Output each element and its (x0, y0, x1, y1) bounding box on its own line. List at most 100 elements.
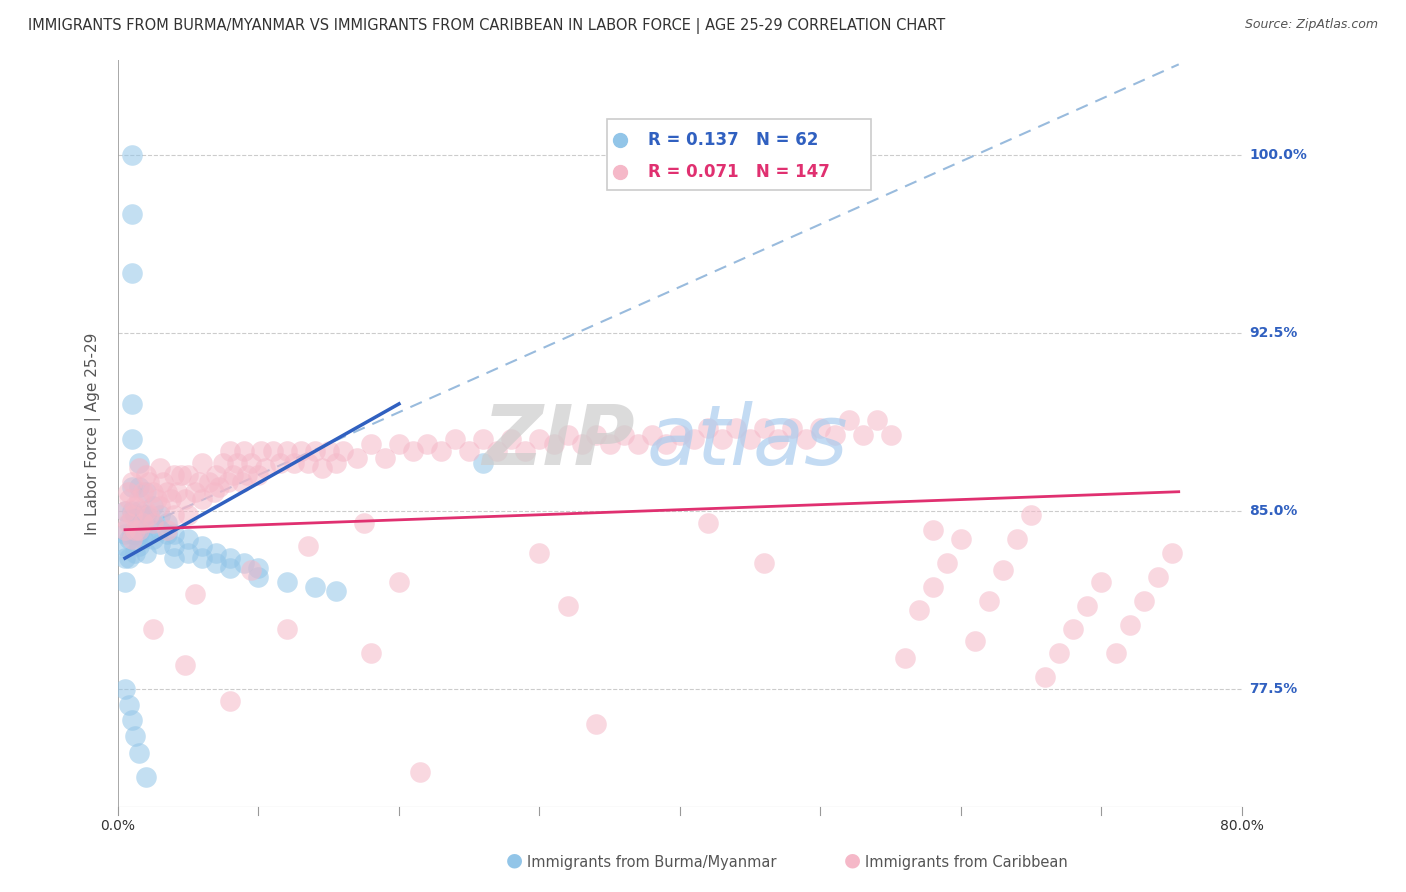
Point (121, 475, 143, 490)
Point (893, 651, 915, 665)
Point (388, 574, 411, 589)
Point (963, 634, 986, 648)
Point (135, 484, 157, 499)
Point (240, 456, 263, 470)
Point (430, 444, 453, 458)
Point (346, 451, 368, 466)
Point (132, 516, 155, 530)
Point (124, 527, 146, 541)
Point (128, 504, 150, 518)
Point (1104, 646, 1126, 660)
Point (641, 427, 664, 442)
Point (360, 646, 382, 660)
Point (121, 504, 143, 518)
Point (128, 491, 150, 506)
Point (254, 461, 277, 475)
Point (121, 433, 143, 447)
Text: R = 0.071   N = 147: R = 0.071 N = 147 (648, 162, 831, 181)
Point (810, 420, 832, 434)
Point (114, 527, 136, 541)
Point (768, 433, 790, 447)
Point (114, 539, 136, 553)
Point (222, 468, 245, 483)
Point (388, 437, 411, 451)
Point (121, 480, 143, 494)
Point (202, 484, 225, 499)
Point (166, 484, 188, 499)
Point (754, 556, 776, 570)
Point (353, 516, 375, 530)
Point (149, 461, 172, 475)
Point (711, 433, 734, 447)
Point (135, 527, 157, 541)
Point (219, 560, 242, 574)
Point (219, 551, 242, 566)
Point (177, 508, 200, 523)
Point (655, 437, 678, 451)
Point (247, 570, 270, 584)
Point (472, 433, 495, 447)
Text: 80.0%: 80.0% (1220, 820, 1264, 833)
Point (226, 456, 249, 470)
Text: 77.5%: 77.5% (1249, 681, 1298, 696)
Point (128, 461, 150, 475)
Text: Source: ZipAtlas.com: Source: ZipAtlas.com (1244, 18, 1378, 31)
Point (191, 491, 214, 506)
Point (233, 556, 256, 570)
Point (191, 456, 214, 470)
Point (128, 539, 150, 553)
Point (124, 546, 146, 560)
Point (135, 546, 157, 560)
Point (1005, 532, 1028, 546)
Point (138, 475, 160, 490)
Point (128, 523, 150, 537)
Point (142, 484, 165, 499)
Point (132, 532, 155, 546)
Point (325, 584, 347, 599)
Point (205, 468, 228, 483)
Point (697, 420, 720, 434)
Point (174, 658, 197, 673)
Point (557, 599, 579, 613)
Text: Immigrants from Caribbean: Immigrants from Caribbean (865, 855, 1067, 870)
Point (283, 456, 305, 470)
Point (188, 475, 211, 490)
Point (297, 539, 319, 553)
Point (156, 484, 179, 499)
Point (117, 516, 139, 530)
Point (585, 427, 607, 442)
Point (160, 491, 183, 506)
Text: atlas: atlas (647, 401, 848, 482)
Point (233, 444, 256, 458)
Point (132, 484, 155, 499)
Point (290, 444, 312, 458)
Point (669, 427, 692, 442)
Point (205, 556, 228, 570)
Point (118, 551, 141, 566)
Point (613, 427, 636, 442)
Point (163, 508, 186, 523)
Point (935, 556, 957, 570)
Point (866, 413, 889, 427)
Point (121, 508, 143, 523)
Point (124, 523, 146, 537)
Point (269, 456, 291, 470)
Point (135, 770, 157, 784)
Point (135, 508, 157, 523)
Point (163, 468, 186, 483)
Point (117, 484, 139, 499)
Point (142, 623, 165, 637)
Point (142, 532, 165, 546)
Point (118, 491, 141, 506)
Point (146, 491, 169, 506)
Point (149, 499, 172, 513)
Point (163, 551, 186, 566)
Point (142, 516, 165, 530)
Point (149, 537, 172, 551)
Point (124, 499, 146, 513)
Point (247, 560, 270, 574)
Point (472, 456, 495, 470)
Point (1132, 594, 1154, 608)
Point (118, 516, 141, 530)
Point (571, 437, 593, 451)
